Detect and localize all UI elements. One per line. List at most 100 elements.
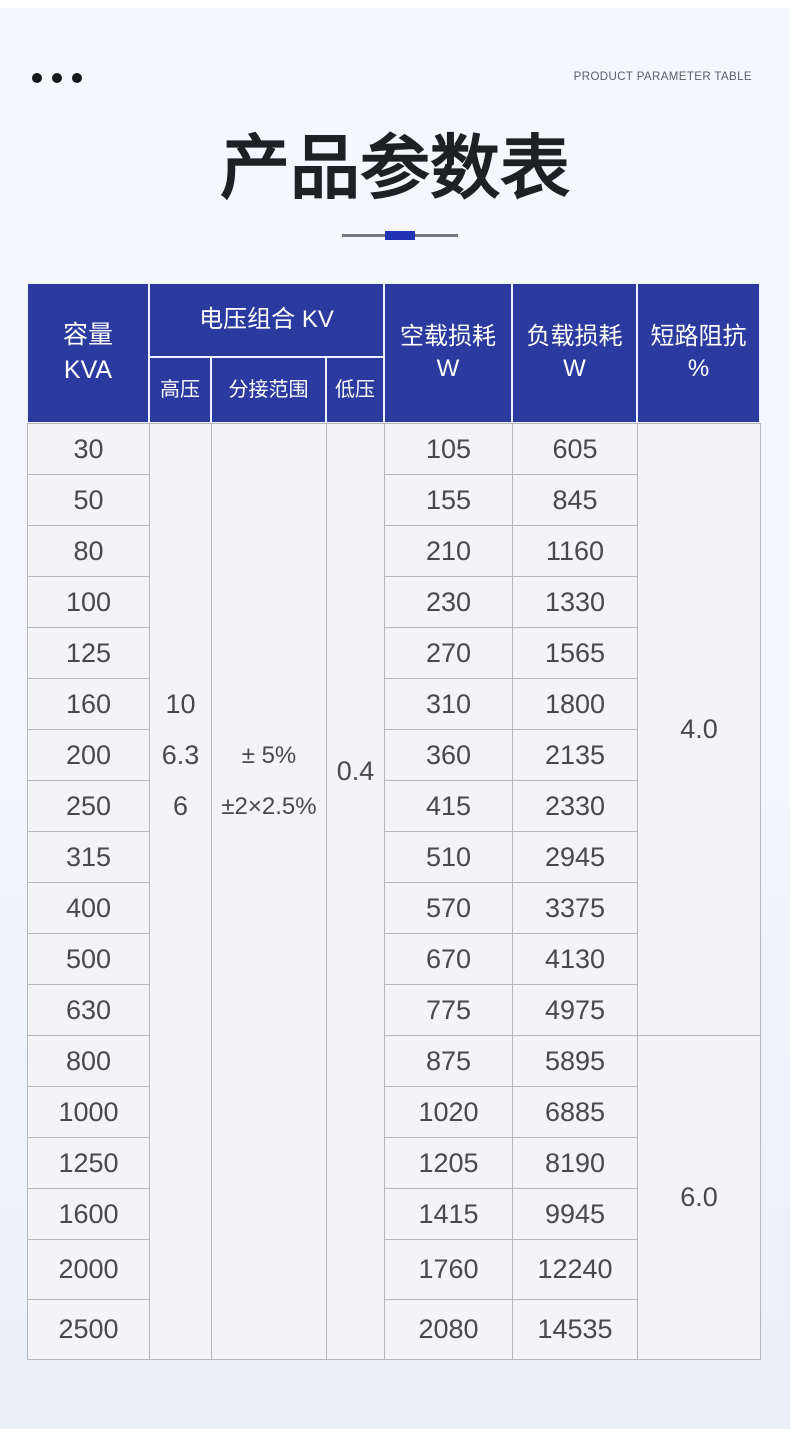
header-tap-range: 分接范围 xyxy=(211,357,326,423)
table-row: 2500 2080 14535 xyxy=(27,1299,761,1360)
capacity-cell: 100 xyxy=(27,576,150,628)
header-high-voltage-label: 高压 xyxy=(160,379,200,401)
tap-range-cell-value: ±2×2.5% xyxy=(221,793,317,820)
capacity-cell: 2500 xyxy=(27,1299,150,1360)
capacity-cell: 250 xyxy=(27,780,150,832)
capacity-cell: 1600 xyxy=(27,1188,150,1240)
header-voltage-group: 电压组合 KV xyxy=(149,283,384,357)
no-load-loss-cell: 310 xyxy=(384,678,513,730)
load-loss-cell: 1800 xyxy=(512,678,638,730)
dot-icon xyxy=(52,73,62,83)
table-header: 容量 KVA 电压组合 KV 高压 分接范围 低压 空载损耗 W 负载损耗 W … xyxy=(27,283,760,423)
impedance-cell: 6.0 xyxy=(637,1035,761,1360)
table-row: 2000 1760 12240 xyxy=(27,1239,761,1300)
header-low-voltage: 低压 xyxy=(326,357,384,423)
impedance-cell: 4.0 xyxy=(637,423,761,1036)
capacity-cell: 630 xyxy=(27,984,150,1036)
no-load-loss-cell: 875 xyxy=(384,1035,513,1087)
header-load-loss-cn: 负载损耗 xyxy=(526,323,623,350)
load-loss-cell: 2945 xyxy=(512,831,638,883)
header-capacity-cn: 容量 xyxy=(62,321,113,349)
no-load-loss-cell: 1415 xyxy=(384,1188,513,1240)
capacity-cell: 80 xyxy=(27,525,150,577)
load-loss-cell: 8190 xyxy=(512,1137,638,1189)
capacity-cell: 400 xyxy=(27,882,150,934)
load-loss-cell: 6885 xyxy=(512,1086,638,1138)
header-capacity-unit: KVA xyxy=(63,356,113,384)
low-voltage-cell-value: 0.4 xyxy=(336,756,375,786)
header-high-voltage: 高压 xyxy=(149,357,211,423)
capacity-cell: 800 xyxy=(27,1035,150,1087)
load-loss-cell: 9945 xyxy=(512,1188,638,1240)
load-loss-cell: 845 xyxy=(512,474,638,526)
table-row: 50 155 845 xyxy=(27,474,761,526)
no-load-loss-cell: 1020 xyxy=(384,1086,513,1138)
tap-range-cell-values: ± 5% ±2×2.5% xyxy=(212,730,326,832)
header-low-voltage-label: 低压 xyxy=(335,379,375,401)
header-impedance: 短路阻抗 % xyxy=(637,283,760,423)
header-no-load-loss-cn: 空载损耗 xyxy=(400,323,496,350)
parameter-table: 30 10 6.3 6 ± 5% ±2×2.5% 0.4 105 605 4.0 50 155 845 8… xyxy=(27,423,761,1360)
no-load-loss-cell: 2080 xyxy=(384,1299,513,1360)
high-voltage-cell: 10 6.3 6 xyxy=(149,423,212,1360)
capacity-cell: 125 xyxy=(27,627,150,679)
table-row: 200 360 2135 xyxy=(27,729,761,781)
no-load-loss-cell: 775 xyxy=(384,984,513,1036)
load-loss-cell: 1160 xyxy=(512,525,638,577)
decorative-dots xyxy=(32,73,82,83)
header-load-loss-unit: W xyxy=(563,355,586,382)
header-capacity: 容量 KVA xyxy=(27,283,149,423)
table-row: 100 230 1330 xyxy=(27,576,761,628)
capacity-cell: 1250 xyxy=(27,1137,150,1189)
table-row: 1600 1415 9945 xyxy=(27,1188,761,1240)
tap-range-cell: ± 5% ±2×2.5% xyxy=(211,423,327,1360)
load-loss-cell: 12240 xyxy=(512,1239,638,1300)
high-voltage-cell-value: 10 xyxy=(165,689,196,719)
no-load-loss-cell: 105 xyxy=(384,423,513,475)
title-divider-accent xyxy=(385,231,415,240)
table-row: 800 875 5895 6.0 xyxy=(27,1035,761,1360)
capacity-cell: 200 xyxy=(27,729,150,781)
table-row: 250 415 2330 xyxy=(27,780,761,832)
capacity-cell: 30 xyxy=(27,423,150,475)
load-loss-cell: 1330 xyxy=(512,576,638,628)
no-load-loss-cell: 1760 xyxy=(384,1239,513,1300)
page-title: 产品参数表 xyxy=(220,129,570,207)
header-load-loss: 负载损耗 W xyxy=(512,283,637,423)
tap-range-cell-value: ± 5% xyxy=(241,742,297,769)
table-row: 125 270 1565 xyxy=(27,627,761,679)
no-load-loss-cell: 1205 xyxy=(384,1137,513,1189)
capacity-cell: 500 xyxy=(27,933,150,985)
no-load-loss-cell: 510 xyxy=(384,831,513,883)
table-row: 30 10 6.3 6 ± 5% ±2×2.5% 0.4 105 605 4.0 xyxy=(27,423,761,1360)
load-loss-cell: 2135 xyxy=(512,729,638,781)
load-loss-cell: 3375 xyxy=(512,882,638,934)
low-voltage-cell-values: 0.4 xyxy=(327,746,384,797)
header-no-load-loss-unit: W xyxy=(436,355,460,382)
capacity-cell: 50 xyxy=(27,474,150,526)
header-no-load-loss: 空载损耗 W xyxy=(384,283,512,423)
load-loss-cell: 2330 xyxy=(512,780,638,832)
low-voltage-cell: 0.4 xyxy=(326,423,385,1360)
english-subtitle: PRODUCT PARAMETER TABLE xyxy=(573,71,752,83)
load-loss-cell: 5895 xyxy=(512,1035,638,1087)
table-row: 160 310 1800 xyxy=(27,678,761,730)
load-loss-cell: 605 xyxy=(512,423,638,475)
no-load-loss-cell: 210 xyxy=(384,525,513,577)
table-body: 30 10 6.3 6 ± 5% ±2×2.5% 0.4 105 605 4.0 50 155 845 8… xyxy=(27,423,761,1360)
capacity-cell: 1000 xyxy=(27,1086,150,1138)
dot-icon xyxy=(32,73,42,83)
header-tap-range-label: 分接范围 xyxy=(228,379,309,401)
load-loss-cell: 14535 xyxy=(512,1299,638,1360)
header-impedance-unit: % xyxy=(687,355,710,382)
no-load-loss-cell: 570 xyxy=(384,882,513,934)
capacity-cell: 315 xyxy=(27,831,150,883)
load-loss-cell: 4130 xyxy=(512,933,638,985)
header-voltage-group-label: 电压组合 KV xyxy=(199,306,334,333)
table-row: 315 510 2945 xyxy=(27,831,761,883)
high-voltage-cell-value: 6.3 xyxy=(161,740,200,770)
no-load-loss-cell: 270 xyxy=(384,627,513,679)
no-load-loss-cell: 230 xyxy=(384,576,513,628)
table-row: 630 775 4975 xyxy=(27,984,761,1036)
